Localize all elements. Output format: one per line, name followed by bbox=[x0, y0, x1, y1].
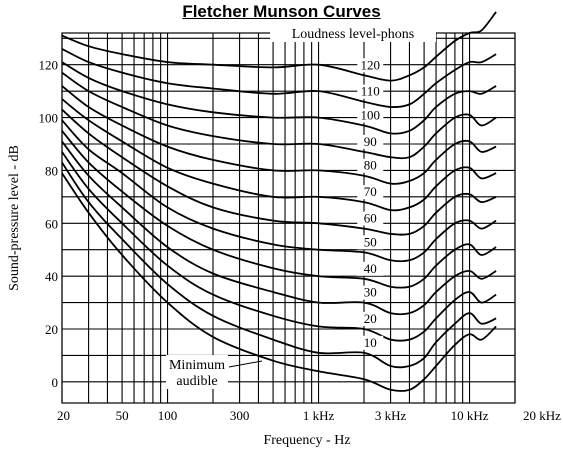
curve-label: 110 bbox=[361, 84, 380, 99]
curve-label-background bbox=[357, 235, 384, 250]
x-tick-label: 100 bbox=[158, 408, 178, 423]
x-tick-label: 50 bbox=[116, 408, 129, 423]
curve-label-background bbox=[357, 158, 384, 173]
x-tick-label: 10 kHz bbox=[451, 408, 489, 423]
curve-label-background bbox=[357, 285, 384, 300]
grid bbox=[61, 33, 516, 403]
loudness-curve bbox=[61, 85, 497, 185]
x-tick-label: 20 kHz bbox=[523, 408, 561, 423]
curve-label-background bbox=[357, 134, 384, 149]
curve-label: 60 bbox=[364, 211, 377, 226]
curve-label: 80 bbox=[364, 158, 377, 173]
loudness-curve bbox=[61, 162, 497, 369]
curve-label: 30 bbox=[364, 285, 377, 300]
loudness-curve bbox=[61, 130, 497, 289]
loudness-curve bbox=[61, 98, 497, 212]
minimum-audible-label-line2: audible bbox=[176, 374, 217, 389]
loudness-curve bbox=[61, 108, 497, 236]
legend-title-background bbox=[270, 24, 436, 42]
curve-label-background bbox=[357, 185, 384, 200]
minimum-audible-label-line1: Minimum bbox=[169, 358, 225, 373]
curve-label-background bbox=[357, 261, 384, 276]
legend-title: Loudness level-phons bbox=[292, 27, 414, 42]
chart-title: Fletcher Munson Curves bbox=[182, 2, 381, 21]
loudness-curve bbox=[61, 140, 497, 316]
loudness-curve bbox=[61, 61, 497, 135]
minimum-audible-pointer bbox=[228, 360, 263, 368]
x-axis-label: Frequency - Hz bbox=[263, 433, 350, 448]
x-tick-label: 20 bbox=[57, 408, 70, 423]
curve-label: 40 bbox=[364, 261, 377, 276]
curve-labels: 120 110 100 90 80 70 60 50 40 30 20 10 bbox=[357, 57, 384, 350]
curve-label: 10 bbox=[364, 335, 377, 350]
loudness-curve bbox=[61, 11, 497, 82]
minimum-audible-label-background bbox=[166, 355, 228, 389]
y-tick-label: 40 bbox=[45, 269, 58, 284]
curves bbox=[61, 11, 497, 392]
curve-label-background bbox=[357, 84, 384, 99]
curve-label-background bbox=[357, 211, 384, 226]
y-tick-label: 60 bbox=[45, 216, 58, 231]
curve-label: 50 bbox=[364, 234, 377, 249]
loudness-curve bbox=[61, 151, 497, 342]
loudness-curve bbox=[61, 71, 497, 160]
loudness-curve bbox=[61, 172, 497, 392]
x-tick-label: 3 kHz bbox=[375, 408, 407, 423]
curve-label: 90 bbox=[364, 134, 377, 149]
curve-label: 20 bbox=[364, 311, 377, 326]
curve-label: 100 bbox=[361, 108, 381, 123]
curve-label: 70 bbox=[364, 184, 377, 199]
y-tick-label: 120 bbox=[39, 58, 59, 73]
y-tick-label: 100 bbox=[39, 111, 59, 126]
curve-label-background bbox=[357, 335, 384, 350]
ticks: 20 50 100 300 1 kHz 3 kHz 10 kHz 20 kHz 0 20 40 60 8… bbox=[39, 58, 562, 423]
loudness-curve bbox=[61, 48, 497, 108]
curve-label-background bbox=[357, 58, 384, 73]
x-tick-label: 1 kHz bbox=[303, 408, 335, 423]
plot-area-border bbox=[61, 32, 516, 404]
curve-label-background bbox=[357, 312, 384, 326]
loudness-curve bbox=[61, 119, 497, 263]
y-tick-label: 0 bbox=[52, 375, 59, 390]
y-tick-label: 20 bbox=[45, 322, 58, 337]
curve-label-background bbox=[357, 108, 384, 123]
y-tick-label: 80 bbox=[45, 163, 58, 178]
x-tick-label: 300 bbox=[230, 408, 250, 423]
curve-label: 120 bbox=[361, 57, 381, 72]
y-axis-label: Sound-pressure level - dB bbox=[7, 145, 22, 291]
